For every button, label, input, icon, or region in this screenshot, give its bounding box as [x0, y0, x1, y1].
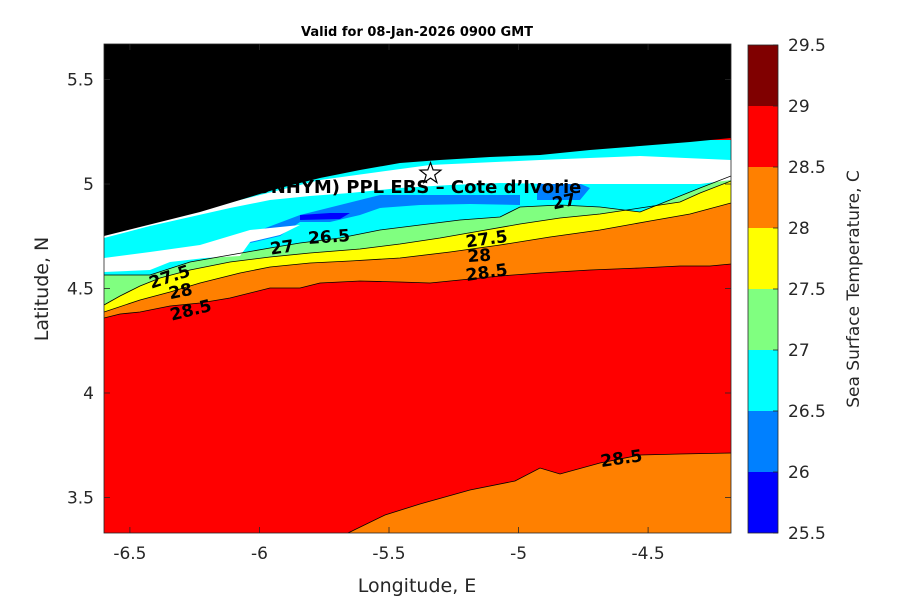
sst-band-28-28p5-south [348, 453, 731, 533]
colorbar-tick-label: 26.5 [788, 402, 826, 422]
colorbar-segment [748, 106, 778, 167]
nodata-coastal-strip [104, 156, 731, 238]
x-tick-label: -4.5 [632, 544, 665, 564]
colorbar [748, 45, 778, 533]
contour-27 [104, 175, 731, 276]
x-axis-label: Longitude, E [358, 575, 477, 597]
colorbar-tick-label: 28 [788, 219, 810, 239]
contour-label: 27 [550, 190, 577, 214]
colorbar-tick-label: 28.5 [788, 158, 826, 178]
y-tick-label: 4 [83, 384, 94, 404]
y-axis-label: Latitude, N [31, 237, 53, 342]
colorbar-segment [748, 472, 778, 533]
y-tick-label: 5.5 [67, 71, 94, 91]
contour-label: 27 [269, 236, 295, 259]
contour-28 [104, 202, 731, 313]
contour-label: 26.5 [307, 226, 350, 249]
contour-lines [104, 175, 731, 533]
nodata-coastal-strip-west [104, 225, 300, 272]
y-tick-label: 5 [83, 175, 94, 195]
y-axis-ticks: 3.5 4 4.5 5 5.5 [67, 71, 731, 508]
site-star-icon [418, 160, 443, 184]
figure-title: Valid for 08-Jan-2026 0900 GMT [301, 25, 533, 40]
colorbar-tick-label: 29 [788, 97, 810, 117]
colorbar-segment [748, 411, 778, 472]
colorbar-segment [748, 228, 778, 289]
x-tick-label: -6.5 [113, 544, 146, 564]
sst-band-25p5-26-west [300, 213, 350, 220]
land-mask [104, 44, 731, 236]
colorbar-tick-label: 27.5 [788, 280, 826, 300]
colorbar-tick-label: 25.5 [788, 524, 826, 544]
contour-label: 28 [467, 246, 492, 268]
site-label: A (ONHYM) PPL EBS – Cote d’Ivorie [227, 177, 581, 198]
x-tick-label: -6 [251, 544, 268, 564]
colorbar-segment [748, 289, 778, 350]
colorbar-tick-label: 26 [788, 463, 810, 483]
y-tick-label: 4.5 [67, 280, 94, 300]
x-axis-ticks: -6.5 -6 -5.5 -5 -4.5 [113, 44, 665, 564]
y-tick-label: 3.5 [67, 488, 94, 508]
colorbar-segment [748, 350, 778, 411]
colorbar-ticks: 25.5 26 26.5 27 27.5 28 28.5 29 29.5 [773, 36, 826, 544]
colorbar-segment [748, 45, 778, 106]
colorbar-tick-label: 29.5 [788, 36, 826, 56]
contour-27p5 [104, 180, 731, 306]
x-tick-label: -5.5 [372, 544, 405, 564]
colorbar-tick-label: 27 [788, 341, 810, 361]
contour-28p5-south [347, 452, 731, 533]
colorbar-segment [748, 167, 778, 228]
contour-28p5-north [104, 263, 731, 319]
colorbar-label: Sea Surface Temperature, C [844, 170, 864, 408]
map-plot-area [104, 44, 731, 533]
x-tick-label: -5 [510, 544, 527, 564]
contour-label: 28 [167, 280, 194, 304]
